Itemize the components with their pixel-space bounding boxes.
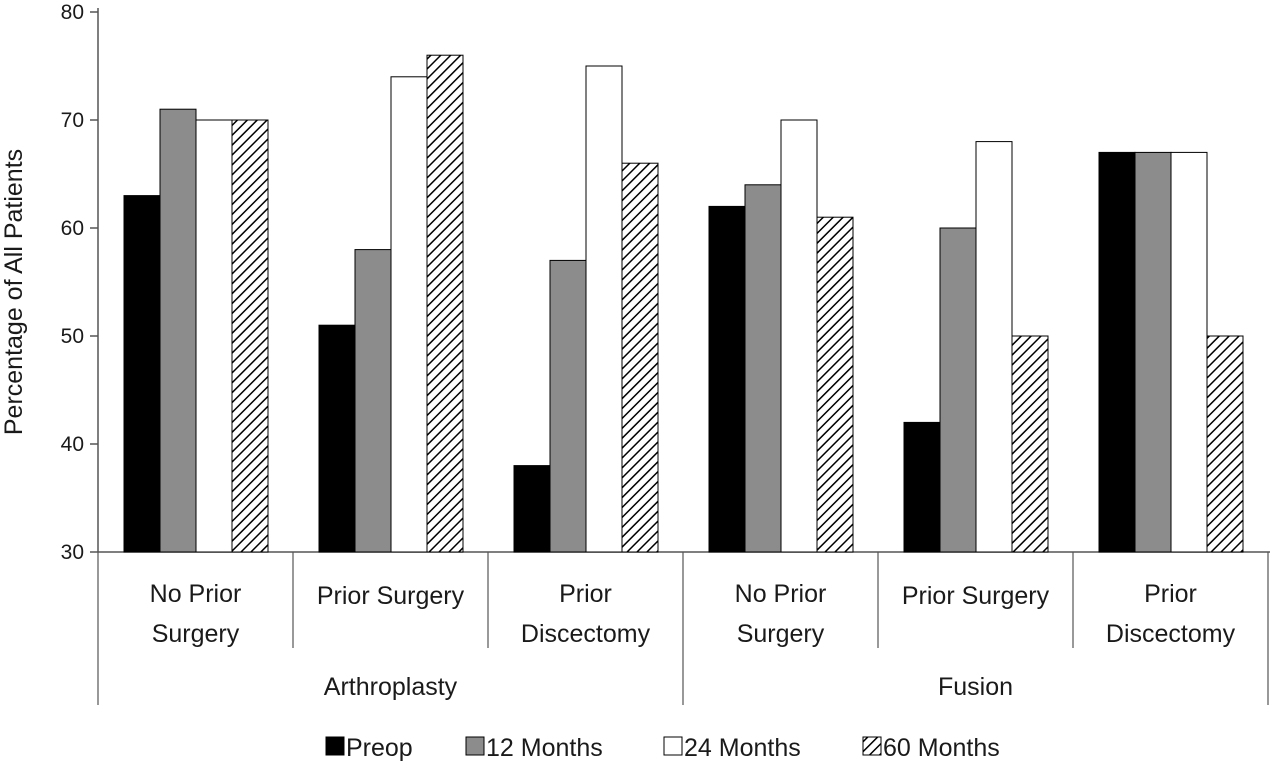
- bar-preop: [123, 195, 161, 553]
- legend-label: 60 Months: [883, 734, 1000, 762]
- y-tick-label: 40: [61, 433, 84, 456]
- bar-preop: [513, 465, 551, 553]
- category-label: Discectomy: [521, 620, 651, 648]
- legend: Preop 12 Months 24 Months 60 Months: [325, 734, 1000, 762]
- legend-label: Preop: [346, 734, 413, 762]
- axes: [90, 8, 1270, 705]
- bar-12-months: [354, 249, 392, 553]
- legend-label: 12 Months: [486, 734, 603, 762]
- bar-60-months: [621, 162, 659, 553]
- category-label: Prior: [1144, 580, 1197, 608]
- bar-preop: [318, 324, 356, 553]
- bar-12-months: [159, 108, 197, 553]
- bar-12-months: [939, 227, 977, 553]
- category-label: Prior Surgery: [317, 582, 465, 610]
- bar-24-months: [1170, 151, 1208, 553]
- labels: 30 40 50 60 70 80 Percentage of All Patients No…: [0, 1, 1236, 701]
- group-label: Fusion: [938, 673, 1013, 701]
- category-label: Surgery: [737, 620, 825, 648]
- legend-swatch: [465, 736, 485, 756]
- y-tick-label: 80: [61, 1, 84, 24]
- bar-preop: [903, 421, 941, 553]
- category-label: Prior Surgery: [902, 582, 1050, 610]
- bar-preop: [1098, 151, 1136, 553]
- category-label: Prior: [559, 580, 612, 608]
- bar-preop: [708, 205, 746, 553]
- legend-swatch: [325, 736, 345, 756]
- group-label: Arthroplasty: [324, 673, 458, 701]
- category-label: No Prior: [150, 580, 242, 608]
- y-tick-label: 30: [61, 541, 84, 564]
- bar-60-months: [426, 54, 464, 553]
- bar-60-months: [816, 216, 854, 553]
- bar-12-months: [744, 184, 782, 553]
- bars: [123, 54, 1244, 553]
- y-tick-label: 60: [61, 217, 84, 240]
- category-label: Surgery: [152, 620, 240, 648]
- category-label: Discectomy: [1106, 620, 1236, 648]
- bar-12-months: [1134, 151, 1172, 553]
- y-tick-label: 70: [61, 109, 84, 132]
- bar-60-months: [1011, 335, 1049, 553]
- bar-24-months: [975, 141, 1013, 553]
- y-tick-label: 50: [61, 325, 84, 348]
- bar-24-months: [390, 76, 428, 553]
- bar-24-months: [585, 65, 623, 553]
- bar-12-months: [549, 259, 587, 553]
- legend-swatch: [862, 736, 882, 756]
- y-axis-title: Percentage of All Patients: [0, 149, 28, 435]
- bar-24-months: [195, 119, 233, 553]
- legend-swatch: [663, 736, 683, 756]
- category-label: No Prior: [735, 580, 827, 608]
- bar-24-months: [780, 119, 818, 553]
- bar-60-months: [1206, 335, 1244, 553]
- bar-60-months: [231, 119, 269, 553]
- legend-label: 24 Months: [684, 734, 801, 762]
